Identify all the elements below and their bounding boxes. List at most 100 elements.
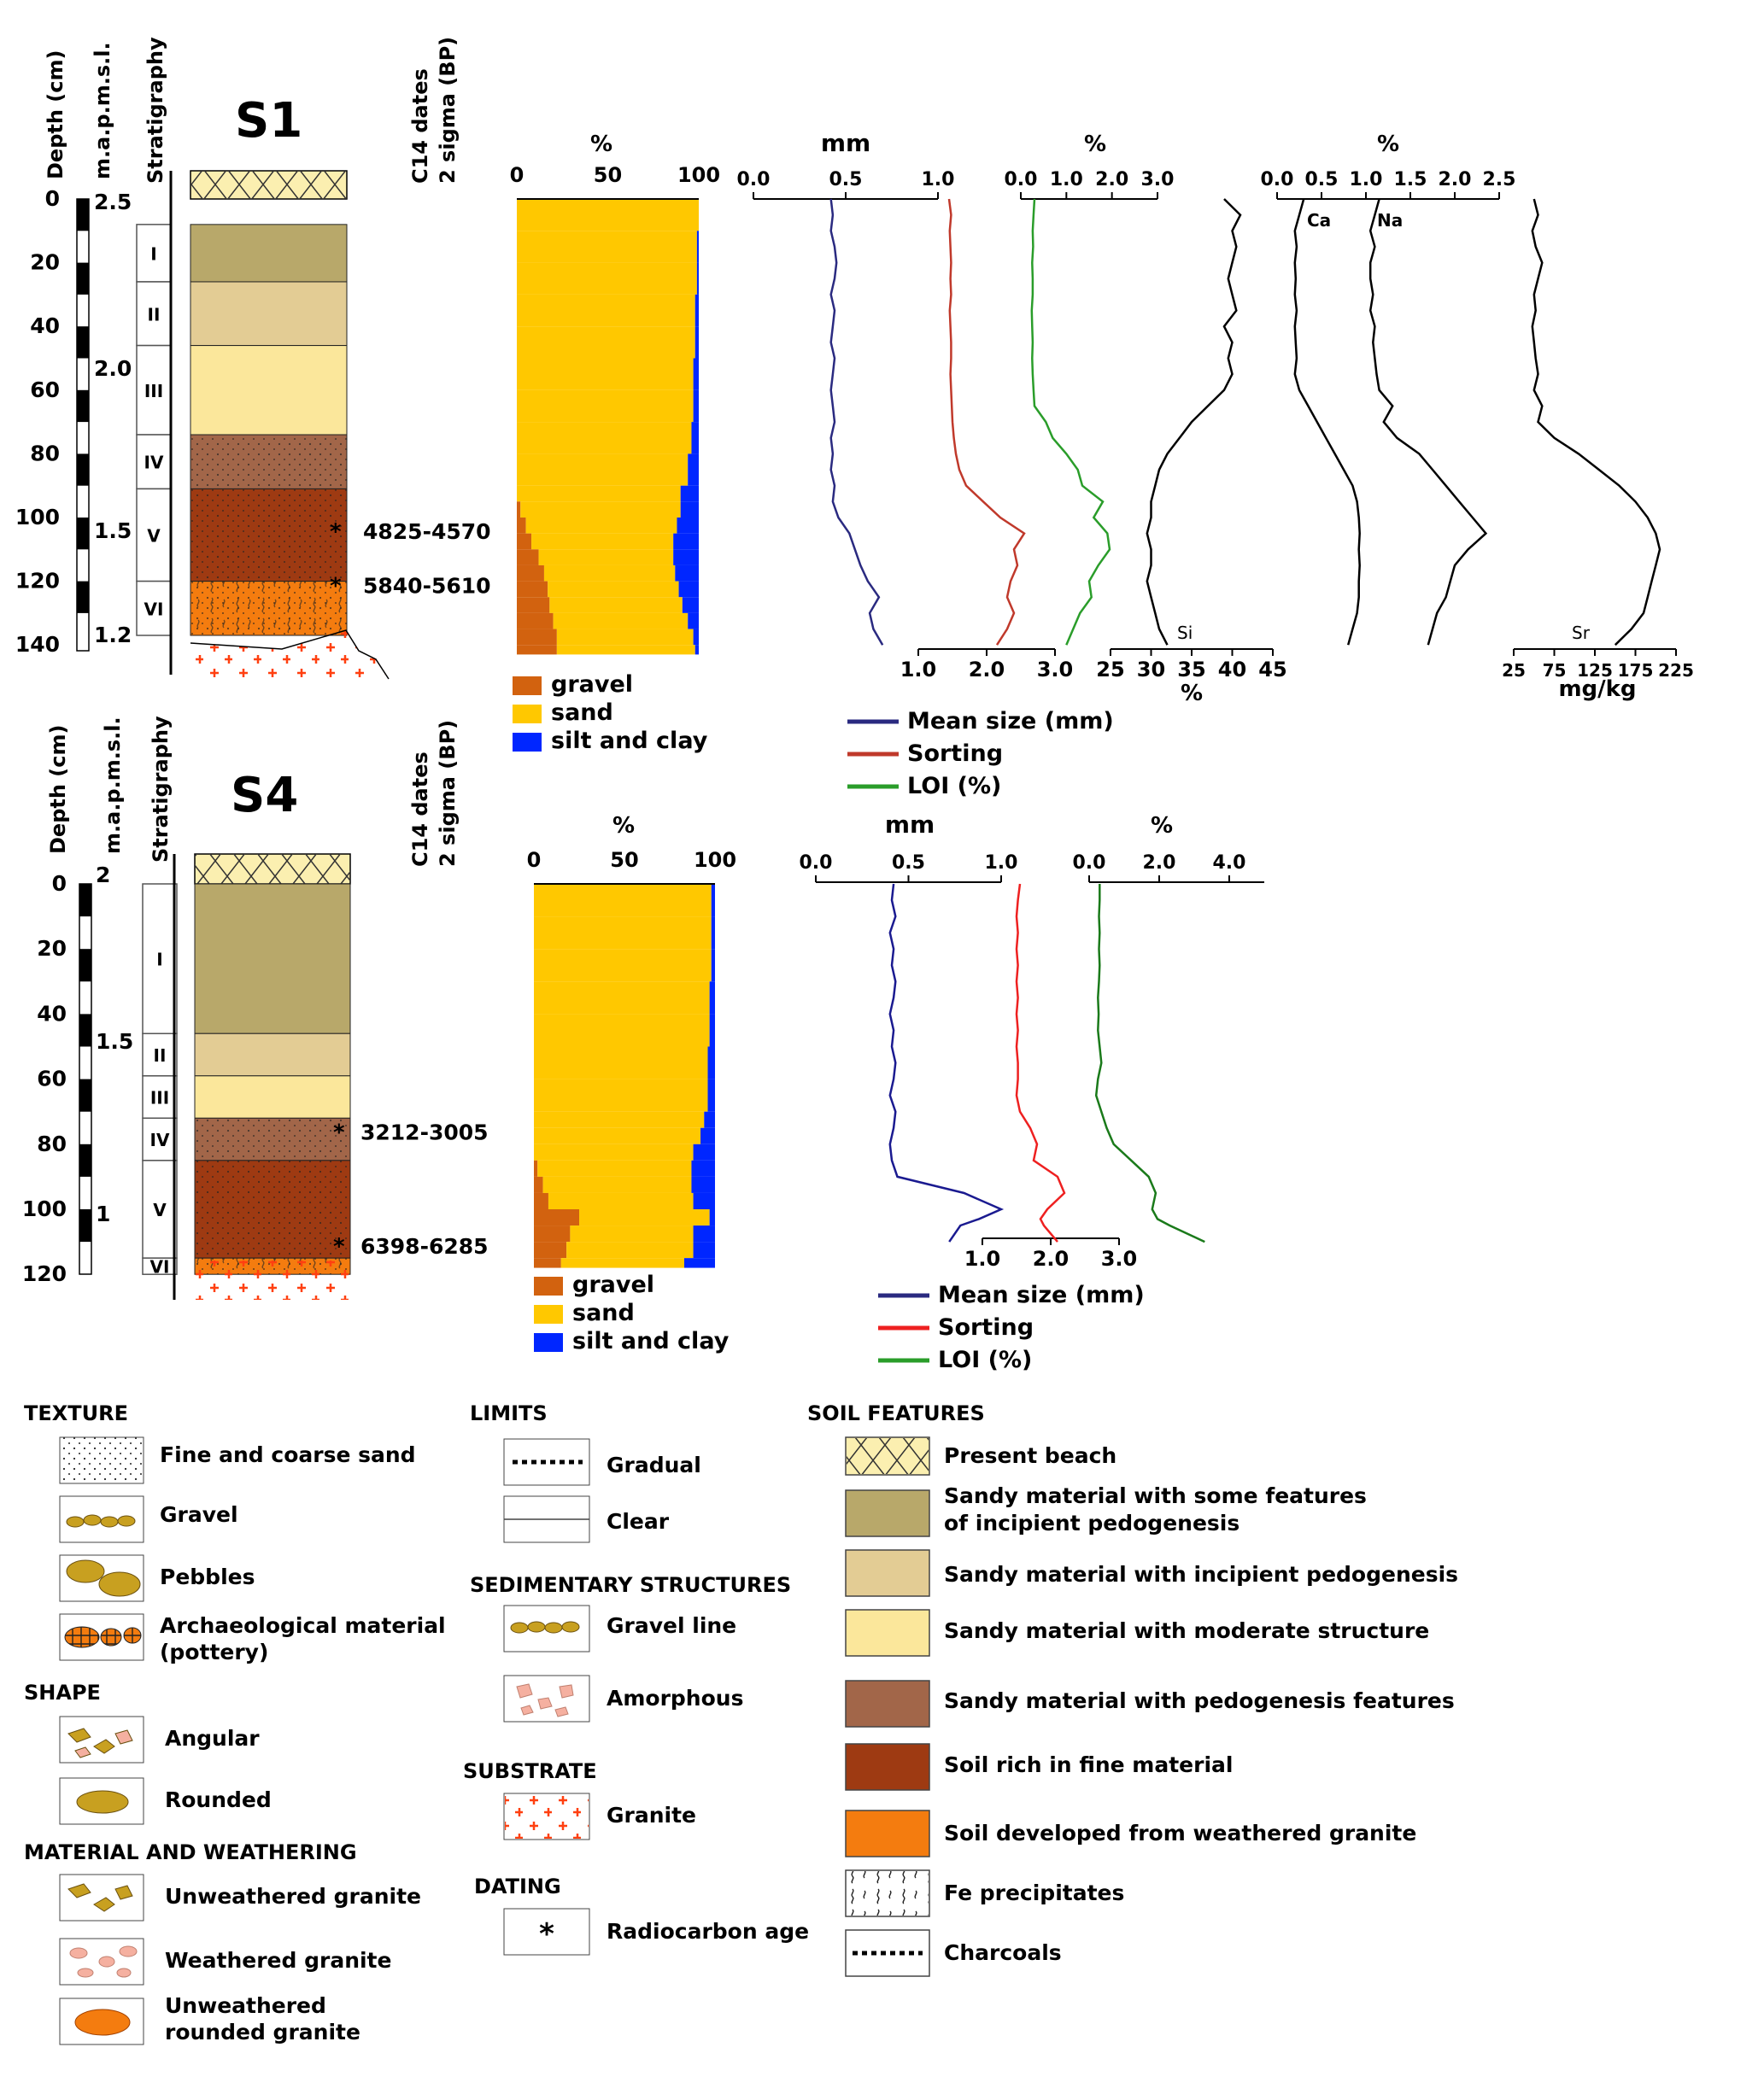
s1-si-tick: 30	[1137, 658, 1165, 681]
s1-cana-label: %	[1377, 132, 1399, 157]
legend-limits-heading: LIMITS	[470, 1401, 548, 1425]
legend-swatch-incipient	[845, 1549, 930, 1597]
s4-silt-bar	[693, 1144, 715, 1161]
s1-gravel-bar	[517, 645, 557, 655]
gravel-icon	[66, 1514, 136, 1528]
s4-sand-bar	[534, 1046, 708, 1079]
s1-mm-tick: 0.0	[737, 169, 771, 190]
s1-scale-block	[77, 453, 89, 486]
s4-strat-label-roman: V	[153, 1200, 167, 1220]
s1-cana-tick: 1.5	[1394, 169, 1427, 190]
s1-mm-tick: 0.5	[829, 169, 863, 190]
s4-sand-bar	[566, 1242, 694, 1259]
s4-strat-box	[142, 883, 178, 1035]
s1-cana-tick: 0.5	[1305, 169, 1339, 190]
s4-strat-label-roman: III	[150, 1088, 169, 1108]
legend-swatch-unweathered	[59, 1874, 144, 1922]
s1-si-tick: 25	[1096, 658, 1124, 681]
s1-silt-bar	[696, 262, 699, 295]
s1-mm-tick: 1.0	[922, 169, 955, 190]
s1-line-legend-label: Sorting	[907, 740, 1003, 767]
s4-mm-tick: 0.5	[892, 852, 925, 874]
s4-mm-tick: 1.0	[985, 852, 1018, 874]
s4-scale-block	[79, 1209, 91, 1243]
s1-si-line	[1146, 198, 1242, 646]
s1-sand-bar	[548, 581, 679, 598]
s1-cana-tick: 2.5	[1483, 169, 1516, 190]
s1-sorting-line	[947, 198, 1026, 646]
s1-layer	[190, 345, 348, 436]
s1-strat-box	[136, 580, 172, 636]
s1-scale-block	[77, 518, 89, 550]
s1-sr-unit: mg/kg	[1558, 676, 1636, 702]
s1-loi-tick: 1.0	[1050, 169, 1083, 190]
legend-pebbles: Pebbles	[160, 1565, 255, 1589]
s4-depth-tick: 40	[37, 1001, 67, 1026]
s1-sand-bar	[517, 294, 695, 327]
s4-grain-axis-label: %	[612, 813, 635, 839]
s4-sand-bar	[534, 981, 710, 1015]
s4-scale-block	[79, 1014, 91, 1047]
s4-silt-bar	[693, 1192, 715, 1209]
s1-sand-bar	[520, 501, 681, 518]
s4-layer	[194, 883, 351, 1034]
s1-silt-bar	[673, 549, 699, 565]
legend-swatch-weathered-granite-soil	[845, 1810, 930, 1857]
legend-unweathered-granite: Unweathered granite	[165, 1884, 421, 1909]
s4-gravel-bar	[534, 1225, 571, 1243]
s1-c14-label-1: C14 dates	[408, 68, 432, 184]
s1-grain-legend-swatch	[513, 705, 542, 723]
s4-strat-box	[142, 1075, 178, 1120]
s1-silt-bar	[694, 294, 699, 327]
s4-title: S4	[231, 768, 298, 823]
s1-si-tick: 35	[1177, 658, 1205, 681]
s4-strat-box	[142, 1257, 178, 1275]
s1-masl-tick: 1.2	[94, 623, 132, 647]
s1-sr-line	[1531, 198, 1661, 646]
s1-silt-bar	[693, 629, 699, 646]
s1-silt-bar	[680, 485, 699, 502]
s1-c14-star: *	[330, 519, 342, 545]
s1-sorting-tick: 1.0	[900, 658, 937, 681]
s1-silt-bar	[691, 422, 699, 454]
s4-depth-tick: 20	[37, 936, 67, 961]
s4-sand-bar	[542, 1176, 692, 1193]
legend-soil-some-features: Sandy material with some features	[944, 1483, 1367, 1508]
legend-gravel: Gravel	[160, 1502, 238, 1527]
s1-sr-tick: 125	[1577, 660, 1613, 681]
s1-sr-tag: Sr	[1572, 623, 1591, 643]
s1-ca-line	[1293, 198, 1361, 646]
legend-swatch-radiocarbon	[503, 1908, 590, 1956]
s4-silt-bar	[711, 916, 715, 950]
s1-sorting-tick: 2.0	[969, 658, 1005, 681]
s4-silt-bar	[691, 1176, 715, 1193]
s4-scale-block	[79, 1144, 91, 1177]
s4-c14-label-1: C14 dates	[408, 752, 432, 867]
s4-sand-bar	[579, 1209, 710, 1226]
legend-sedimentary-heading: SEDIMENTARY STRUCTURES	[470, 1573, 791, 1597]
s1-sand-bar	[517, 422, 692, 454]
s4-strat-label: Stratigraphy	[149, 716, 173, 863]
s1-silt-bar	[688, 453, 699, 486]
s4-strat-box	[142, 1160, 178, 1259]
legend-gradual: Gradual	[607, 1453, 701, 1477]
legend-shape-heading: SHAPE	[24, 1681, 101, 1705]
s4-sand-bar	[560, 1258, 684, 1268]
s4-silt-bar	[693, 1225, 715, 1243]
s1-depth-tick: 140	[15, 632, 60, 657]
s4-profile: S4 Depth (cm) m.a.p.m.s.l. Stratigraphy …	[22, 716, 1264, 1373]
s1-strat-label-roman: I	[150, 243, 156, 264]
s1-sand-bar	[517, 231, 697, 263]
legend-pottery-2: (pottery)	[160, 1640, 268, 1664]
s4-gravel-bar	[534, 1192, 548, 1209]
s1-sorting-tick: 3.0	[1037, 658, 1074, 681]
pottery-icon	[64, 1626, 142, 1648]
s4-sand-bar	[534, 884, 712, 917]
s1-depth-tick: 20	[30, 250, 60, 275]
legend-soil-fe-precipitates: Fe precipitates	[944, 1881, 1124, 1905]
s4-grain-legend-swatch	[534, 1277, 563, 1296]
unweathered-granite-icon	[67, 1883, 133, 1912]
s4-scale-block	[79, 949, 91, 982]
s4-sand-bar	[534, 916, 712, 950]
s1-silt-bar	[693, 389, 699, 423]
